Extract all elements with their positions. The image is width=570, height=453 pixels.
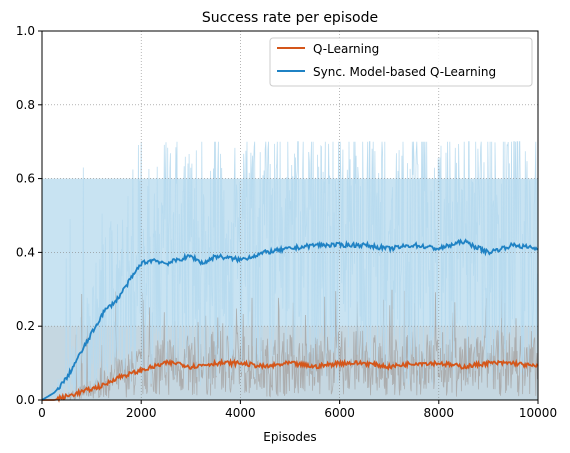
y-tick-label: 1.0 bbox=[16, 24, 35, 38]
plot-frame bbox=[41, 30, 539, 401]
legend-label-model-based: Sync. Model-based Q-Learning bbox=[313, 65, 496, 79]
x-tick-label: 4000 bbox=[225, 406, 256, 420]
legend-label-q-learning: Q-Learning bbox=[313, 42, 379, 56]
x-tick-label: 0 bbox=[38, 406, 46, 420]
raw-trace-q-learning bbox=[42, 289, 539, 401]
x-tick-label: 10000 bbox=[519, 406, 557, 420]
series-line-model-based bbox=[41, 238, 539, 401]
x-axis-label: Episodes bbox=[263, 430, 316, 444]
y-tick-label: 0.2 bbox=[16, 319, 35, 333]
y-tick-label: 0.8 bbox=[16, 98, 35, 112]
axis-ticks: 0 2000 4000 6000 8000 10000 0.0 0.2 0.4 0.6 0.8 1.0 bbox=[16, 24, 557, 420]
chart-title: Success rate per episode bbox=[202, 10, 378, 26]
plot-area bbox=[41, 31, 539, 403]
y-tick-label: 0.4 bbox=[16, 245, 35, 259]
legend-box bbox=[269, 37, 533, 87]
x-tick-label: 8000 bbox=[424, 406, 455, 420]
y-tick-label: 0.6 bbox=[16, 172, 35, 186]
legend: Q-Learning Sync. Model-based Q-Learning bbox=[269, 37, 533, 87]
x-tick-label: 2000 bbox=[126, 406, 157, 420]
series-line-q-learning bbox=[42, 357, 539, 403]
raw-trace-model-based bbox=[41, 141, 539, 401]
x-tick-label: 6000 bbox=[324, 406, 355, 420]
y-tick-label: 0.0 bbox=[16, 393, 35, 407]
